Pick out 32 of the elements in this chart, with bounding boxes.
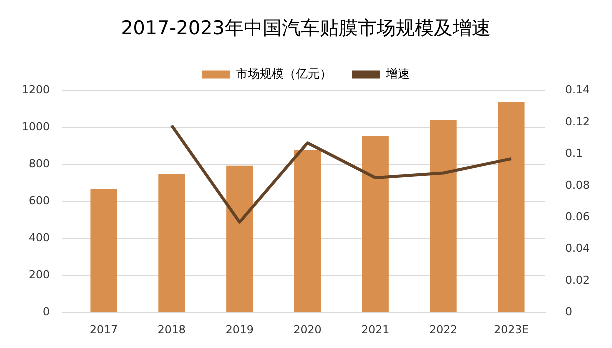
y-tick-label: 600 [28, 194, 50, 208]
y2-tick-label: 0.04 [566, 242, 590, 256]
x-tick-label: 2017 [90, 323, 118, 336]
y2-tick-label: 0.02 [566, 274, 590, 287]
y-tick-label: 800 [28, 158, 50, 171]
x-tick-label: 2018 [158, 323, 186, 336]
y2-tick-label: 0.08 [566, 178, 590, 192]
y2-tick-label: 0.12 [566, 115, 590, 128]
y2-tick-label: 0.06 [566, 210, 590, 224]
bar [498, 102, 525, 312]
x-tick-label: 2022 [430, 323, 458, 336]
y-tick-label: 1200 [22, 84, 50, 97]
y-tick-label: 400 [28, 232, 50, 245]
x-tick-label: 2020 [294, 323, 322, 336]
bar [362, 136, 389, 312]
bar [430, 120, 457, 312]
legend-label: 增速 [385, 66, 410, 81]
x-tick-label: 2023E [494, 323, 530, 336]
y2-tick-label: 0 [566, 306, 573, 319]
x-tick-label: 2019 [226, 323, 254, 336]
y2-tick-label: 0.1 [566, 147, 584, 160]
y-tick-label: 200 [28, 268, 50, 282]
bar [226, 166, 254, 312]
y2-tick-label: 0.14 [566, 84, 590, 97]
legend-label: 市场规模（亿元） [236, 66, 332, 81]
bar [294, 150, 321, 312]
x-tick-label: 2021 [362, 323, 390, 336]
y-tick-label: 1000 [22, 120, 50, 134]
bar [158, 174, 186, 312]
y-tick-label: 0 [42, 306, 50, 319]
bar [90, 189, 118, 312]
chart-title: 2017-2023年中国汽车贴膜市场规模及增速 [121, 17, 491, 40]
